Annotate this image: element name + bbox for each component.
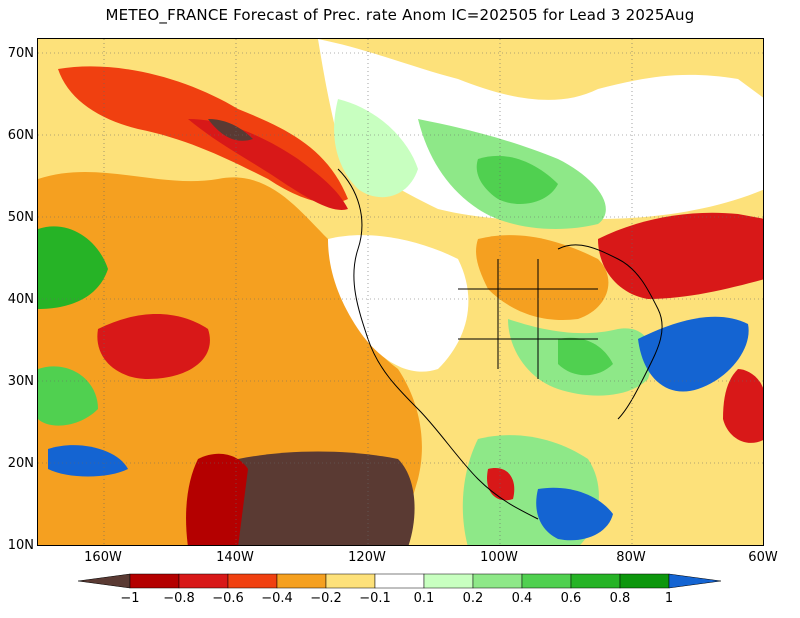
colorbar — [78, 573, 722, 589]
colorbar-segment — [227, 573, 278, 589]
colorbar-label: 1 — [664, 591, 674, 606]
colorbar-label: 0.1 — [413, 591, 435, 606]
lon-label-120w: 120W — [348, 550, 386, 565]
northern-neutral — [318, 39, 763, 221]
mexico-gulf-dry — [487, 468, 515, 501]
colorbar-segment — [325, 573, 376, 589]
atlantic-dry-east — [723, 369, 763, 443]
precip-anomaly-field — [38, 39, 763, 545]
lon-label-160w: 160W — [84, 550, 122, 565]
pacific-red-core — [97, 314, 210, 379]
canada-wet-3 — [476, 155, 558, 204]
map-title: METEO_FRANCE Forecast of Prec. rate Anom… — [105, 6, 695, 24]
colorbar-segment — [619, 573, 670, 589]
forecast-map — [37, 38, 764, 546]
colorbar-arrow-right — [668, 573, 722, 589]
colorbar-label: −0.8 — [163, 591, 195, 606]
colorbar-label: 0.2 — [462, 591, 484, 606]
canada-wet-1 — [334, 99, 418, 198]
pacific-wet-blue — [48, 445, 128, 477]
lon-label-140w: 140W — [216, 550, 254, 565]
colorbar-label: 0.4 — [511, 591, 533, 606]
coastlines — [337, 168, 663, 520]
colorbar-arrow-left — [78, 573, 131, 589]
lon-label-80w: 80W — [616, 550, 646, 565]
colorbar-label: −0.4 — [261, 591, 293, 606]
colorbar-segment — [570, 573, 621, 589]
colorbar-segment — [374, 573, 425, 589]
mexico-pacific-extreme — [226, 451, 415, 545]
lat-label-60n: 60N — [7, 128, 34, 143]
colorbar-label: 0.8 — [609, 591, 631, 606]
atlantic-wet-blue — [638, 316, 749, 392]
colorbar-segment — [521, 573, 572, 589]
colorbar-segment — [129, 573, 180, 589]
lat-label-30n: 30N — [7, 374, 34, 389]
colorbar-label: 0.6 — [560, 591, 582, 606]
lat-label-40n: 40N — [7, 292, 34, 307]
central-america-blue — [536, 487, 613, 541]
colorbar-segment — [423, 573, 474, 589]
lon-label-60w: 60W — [748, 550, 778, 565]
central-us-dry — [476, 235, 609, 320]
pacific-wet-west — [38, 226, 108, 309]
gulf-alaska-strong-dry — [188, 119, 348, 210]
colorbar-segment — [472, 573, 523, 589]
lon-label-100w: 100W — [480, 550, 518, 565]
colorbar-label: −0.6 — [212, 591, 244, 606]
gridlines — [38, 39, 763, 545]
colorbar-label: −0.2 — [310, 591, 342, 606]
lat-label-70n: 70N — [7, 46, 34, 61]
colorbar-segment — [178, 573, 229, 589]
western-us-neutral — [328, 235, 469, 372]
colorbar-label: −1 — [120, 591, 140, 606]
colorbar-segment — [276, 573, 327, 589]
gulf-alaska-extreme — [208, 119, 253, 141]
lat-label-50n: 50N — [7, 210, 34, 225]
colorbar-label: −0.1 — [359, 591, 391, 606]
southeast-us-wet-core — [558, 337, 613, 376]
mexico-pacific-dry — [186, 453, 248, 545]
lat-label-10n: 10N — [7, 538, 34, 553]
lat-label-20n: 20N — [7, 456, 34, 471]
